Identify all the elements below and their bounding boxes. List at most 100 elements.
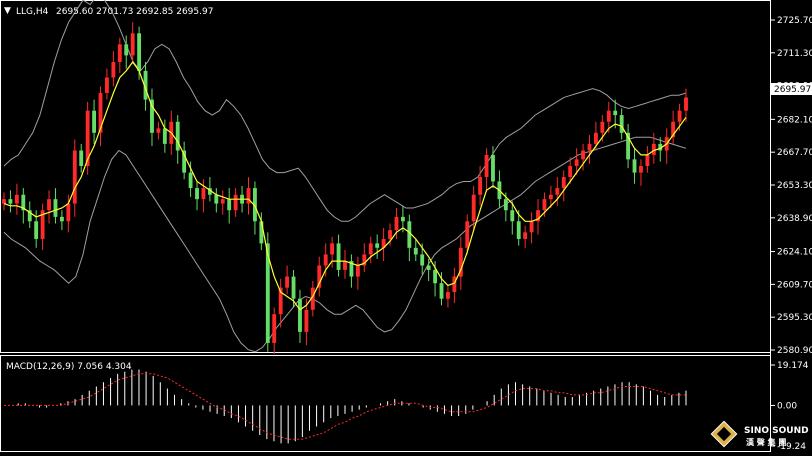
candle-body: [471, 194, 476, 222]
candle-body: [59, 216, 64, 222]
price-tick-label: 2595.30: [777, 313, 812, 323]
candle-body: [503, 199, 508, 211]
price-tick-label: 2653.30: [777, 181, 812, 191]
candle-body: [574, 159, 579, 166]
candle-body: [484, 154, 489, 178]
candle-body: [568, 165, 573, 178]
macd-axis: 19.174 0.00 -19.24: [770, 361, 809, 452]
candle-body: [304, 309, 309, 332]
candle-body: [310, 287, 315, 310]
candle-body: [536, 210, 540, 222]
moving-average: [3, 60, 687, 311]
candle-body: [587, 143, 592, 151]
candle-body: [645, 154, 650, 166]
candle-body: [446, 292, 450, 299]
candle-body: [323, 254, 328, 266]
candle-body: [156, 128, 161, 133]
candle-body: [684, 97, 688, 111]
candle-body: [317, 265, 322, 288]
candle-body: [40, 210, 45, 239]
candle-body: [298, 298, 302, 332]
candle-body: [394, 216, 399, 231]
price-tick-label: 2609.70: [777, 280, 812, 290]
candle-body: [400, 216, 405, 222]
candlesticks: [2, 22, 688, 354]
candle-body: [639, 165, 643, 173]
candle-body: [619, 115, 624, 133]
candle-body: [27, 210, 32, 222]
candle-body: [2, 199, 6, 204]
candle-body: [150, 99, 154, 133]
candle-body: [21, 194, 26, 211]
candle-body: [98, 92, 103, 133]
candle-body: [407, 221, 412, 248]
macd-tick-label: -19.24: [777, 442, 806, 452]
candle-body: [124, 44, 129, 56]
svg-text:漢 聲 集 團: 漢 聲 集 團: [746, 437, 786, 447]
candle-body: [600, 121, 605, 133]
candle-body: [510, 210, 515, 222]
price-tick-label: 2638.90: [777, 214, 812, 224]
sino-sound-logo: SINO SOUND 漢 聲 集 團: [710, 420, 809, 448]
candle-body: [355, 265, 360, 277]
main-panel-border: [0, 0, 771, 353]
ohlc-readout: 2695.60 2701.73 2692.85 2695.97: [56, 7, 213, 17]
current-price-label: 2695.97: [774, 85, 811, 95]
candle-body: [66, 203, 71, 222]
candle-body: [452, 276, 457, 293]
candle-body: [130, 33, 135, 56]
candle-body: [285, 276, 290, 288]
moving-average-line: [3, 60, 687, 311]
candle-body: [516, 221, 521, 239]
candle-body: [252, 188, 257, 222]
candle-body: [555, 188, 560, 195]
candle-body: [214, 194, 219, 204]
candle-body: [72, 150, 77, 204]
candle-body: [246, 188, 251, 204]
candle-body: [291, 276, 296, 299]
candle-body: [381, 238, 386, 248]
candle-body: [47, 199, 51, 211]
candle-body: [137, 33, 142, 71]
candle-body: [491, 154, 495, 182]
price-tick-label: 2667.70: [777, 148, 812, 158]
candle-body: [465, 221, 470, 248]
candle-body: [336, 243, 341, 270]
candle-body: [413, 247, 418, 255]
macd-indicator: [4, 369, 687, 444]
candle-body: [111, 62, 116, 78]
candle-body: [561, 177, 566, 189]
price-tick-label: 2711.30: [777, 49, 812, 59]
candle-body: [362, 254, 367, 266]
candle-body: [375, 243, 380, 248]
candle-body: [523, 232, 528, 239]
macd-tick-label: 19.174: [777, 361, 809, 371]
bollinger-lower-line: [3, 136, 687, 353]
candle-body: [439, 283, 444, 299]
candle-body: [626, 132, 631, 160]
bollinger-bands: [3, 0, 687, 353]
candle-body: [613, 110, 618, 116]
candle-body: [34, 221, 39, 239]
price-axis: 2725.702711.302696.902682.102667.702653.…: [770, 16, 812, 356]
candle-body: [117, 44, 122, 63]
dropdown-arrow-icon[interactable]: ▼: [4, 6, 11, 16]
symbol-label: LLG,H4: [16, 7, 49, 17]
candle-body: [259, 221, 264, 244]
candle-body: [671, 121, 676, 138]
current-price-tag: [771, 83, 812, 95]
candle-body: [343, 261, 347, 270]
candle-body: [105, 77, 109, 93]
candle-body: [207, 188, 212, 195]
candle-body: [188, 172, 193, 189]
candle-body: [79, 150, 84, 166]
candle-body: [85, 110, 90, 166]
candle-body: [548, 194, 553, 200]
candle-body: [220, 199, 225, 204]
price-tick-label: 2725.70: [777, 16, 812, 26]
candle-body: [349, 261, 354, 277]
candle-body: [195, 188, 199, 200]
candle-body: [651, 143, 656, 155]
